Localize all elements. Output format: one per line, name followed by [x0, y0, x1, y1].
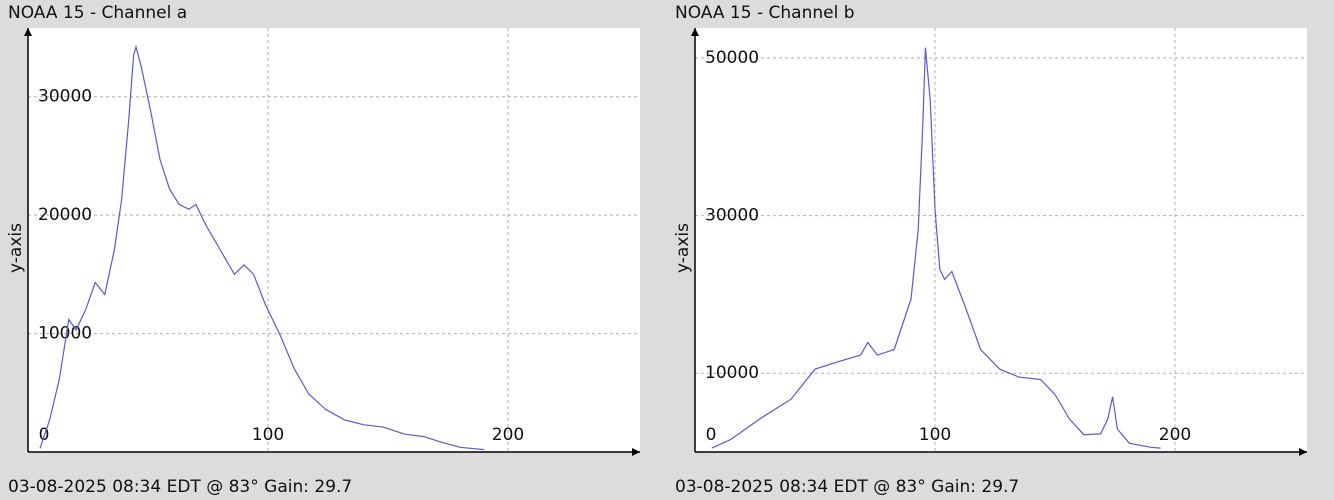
y-axis-label: y-axis [673, 223, 693, 273]
plot-area [28, 28, 640, 452]
x-axis-arrow [1299, 448, 1307, 456]
chart-title: NOAA 15 - Channel a [8, 3, 187, 23]
x-tick-label: 100 [252, 425, 284, 445]
y-axis-label: y-axis [6, 223, 26, 273]
x-tick-label: 200 [492, 425, 524, 445]
y-tick-label: 30000 [705, 206, 759, 226]
y-axis-arrow [24, 28, 32, 36]
footer-text: 03-08-2025 08:34 EDT @ 83° Gain: 29.7 [8, 477, 352, 497]
y-axis-arrow [691, 28, 699, 36]
x-axis-arrow [632, 448, 640, 456]
x-tick-label: 200 [1159, 425, 1191, 445]
chart-panel: NOAA 15 - Channel b 03-08-2025 08:34 EDT … [673, 3, 1307, 497]
footer-text: 03-08-2025 08:34 EDT @ 83° Gain: 29.7 [675, 477, 1019, 497]
data-line [39, 44, 485, 451]
y-tick-label: 50000 [705, 48, 759, 68]
y-tick-label: 30000 [38, 87, 92, 107]
y-tick-label: 10000 [38, 324, 92, 344]
chart-title: NOAA 15 - Channel b [675, 3, 855, 23]
plot-area [695, 28, 1307, 452]
x-tick-label: 100 [919, 425, 951, 445]
chart-panel: NOAA 15 - Channel a 03-08-2025 08:34 EDT … [6, 3, 640, 497]
y-tick-label: 10000 [705, 363, 759, 383]
x-tick-label: 0 [706, 425, 717, 445]
data-line [711, 47, 1161, 449]
y-tick-label: 20000 [38, 205, 92, 225]
